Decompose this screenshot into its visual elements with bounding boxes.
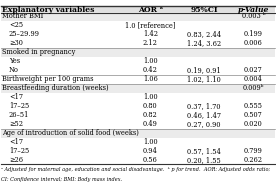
Text: Birthweight per 100 grams: Birthweight per 100 grams: [2, 75, 94, 83]
Text: 0.003 ᵇ: 0.003 ᵇ: [242, 12, 265, 20]
Text: ≥26: ≥26: [9, 156, 23, 164]
Text: 1.06: 1.06: [143, 75, 158, 83]
Text: 0.19, 0.91: 0.19, 0.91: [187, 66, 221, 74]
Text: 1.42: 1.42: [143, 30, 158, 38]
Text: 1.0 [reference]: 1.0 [reference]: [125, 21, 176, 29]
Text: 0.004: 0.004: [244, 75, 263, 83]
Text: 0.27, 0.90: 0.27, 0.90: [187, 120, 221, 128]
Text: 95%CI: 95%CI: [190, 6, 218, 14]
Text: Explanatory variables: Explanatory variables: [2, 6, 94, 14]
Text: 17–25: 17–25: [9, 147, 29, 155]
Text: 0.49: 0.49: [143, 120, 158, 128]
Text: <17: <17: [9, 138, 23, 146]
Bar: [1, 66, 275, 75]
Bar: [1, 21, 275, 30]
Text: 0.262: 0.262: [244, 156, 263, 164]
Text: 0.57, 1.54: 0.57, 1.54: [187, 147, 221, 155]
Bar: [1, 111, 275, 120]
Text: Breastfeeding duration (weeks): Breastfeeding duration (weeks): [2, 84, 108, 92]
Text: 0.46, 1.47: 0.46, 1.47: [187, 111, 221, 119]
Bar: [1, 93, 275, 102]
Text: 0.56: 0.56: [143, 156, 158, 164]
Text: 2.12: 2.12: [143, 39, 158, 47]
Text: 1.00: 1.00: [143, 57, 158, 65]
Text: 0.006: 0.006: [244, 39, 263, 47]
Text: 1.02, 1.10: 1.02, 1.10: [187, 75, 221, 83]
Text: AOR ᵃ: AOR ᵃ: [138, 6, 163, 14]
Text: <25: <25: [9, 21, 23, 29]
Bar: [1, 120, 275, 129]
Text: Age of introduction of solid food (weeks): Age of introduction of solid food (weeks…: [2, 129, 139, 137]
Text: Mother BMI: Mother BMI: [2, 12, 43, 20]
Bar: [1, 128, 275, 138]
Text: 0.80: 0.80: [143, 102, 158, 110]
Text: Yes: Yes: [9, 57, 20, 65]
Text: 1.00: 1.00: [143, 138, 158, 146]
Text: 0.799: 0.799: [244, 147, 263, 155]
Text: 25–29.99: 25–29.99: [9, 30, 40, 38]
Bar: [1, 155, 275, 164]
Bar: [1, 6, 275, 13]
Text: p-Value: p-Value: [238, 6, 269, 14]
Text: 0.83, 2.44: 0.83, 2.44: [187, 30, 221, 38]
Bar: [1, 102, 275, 111]
Bar: [1, 39, 275, 48]
Text: CI: Confidence interval; BMI: Body mass index.: CI: Confidence interval; BMI: Body mass …: [1, 177, 122, 182]
Text: 0.555: 0.555: [244, 102, 263, 110]
Bar: [1, 84, 275, 93]
Text: 0.37, 1.70: 0.37, 1.70: [187, 102, 221, 110]
Text: 1.24, 3.62: 1.24, 3.62: [187, 39, 221, 47]
Text: Smoked in pregnancy: Smoked in pregnancy: [2, 48, 75, 56]
Text: <17: <17: [9, 93, 23, 101]
Bar: [1, 75, 275, 84]
Text: 0.20, 1.55: 0.20, 1.55: [187, 156, 221, 164]
Text: 0.020: 0.020: [244, 120, 263, 128]
Text: 1.00: 1.00: [143, 93, 158, 101]
Bar: [1, 12, 275, 21]
Text: 0.009ᵇ: 0.009ᵇ: [243, 84, 264, 92]
Text: 0.507: 0.507: [244, 111, 263, 119]
Text: ≥52: ≥52: [9, 120, 23, 128]
Text: 26–51: 26–51: [9, 111, 29, 119]
Text: 0.199: 0.199: [244, 30, 263, 38]
Text: ᵃ Adjusted for maternal age, education and social disadvantage.  ᵇ p for trend. : ᵃ Adjusted for maternal age, education a…: [1, 167, 270, 172]
Text: ≥30: ≥30: [9, 39, 23, 47]
Text: 17–25: 17–25: [9, 102, 29, 110]
Bar: [1, 30, 275, 39]
Bar: [1, 146, 275, 155]
Text: No: No: [9, 66, 19, 74]
Text: 0.82: 0.82: [143, 111, 158, 119]
Bar: [1, 138, 275, 146]
Text: 0.42: 0.42: [143, 66, 158, 74]
Bar: [1, 48, 275, 57]
Bar: [1, 57, 275, 66]
Text: 0.027: 0.027: [244, 66, 263, 74]
Text: 0.94: 0.94: [143, 147, 158, 155]
